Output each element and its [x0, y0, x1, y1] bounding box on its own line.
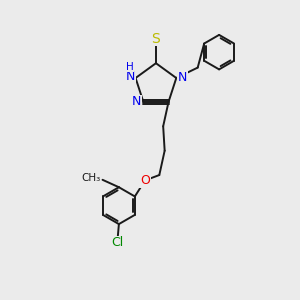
Text: O: O — [140, 174, 150, 187]
Text: N: N — [178, 71, 188, 85]
Text: CH₃: CH₃ — [81, 173, 100, 183]
Text: H: H — [126, 62, 134, 72]
Text: S: S — [152, 32, 160, 46]
Text: Cl: Cl — [111, 236, 124, 249]
Text: N: N — [132, 95, 142, 108]
Text: N: N — [126, 70, 135, 83]
